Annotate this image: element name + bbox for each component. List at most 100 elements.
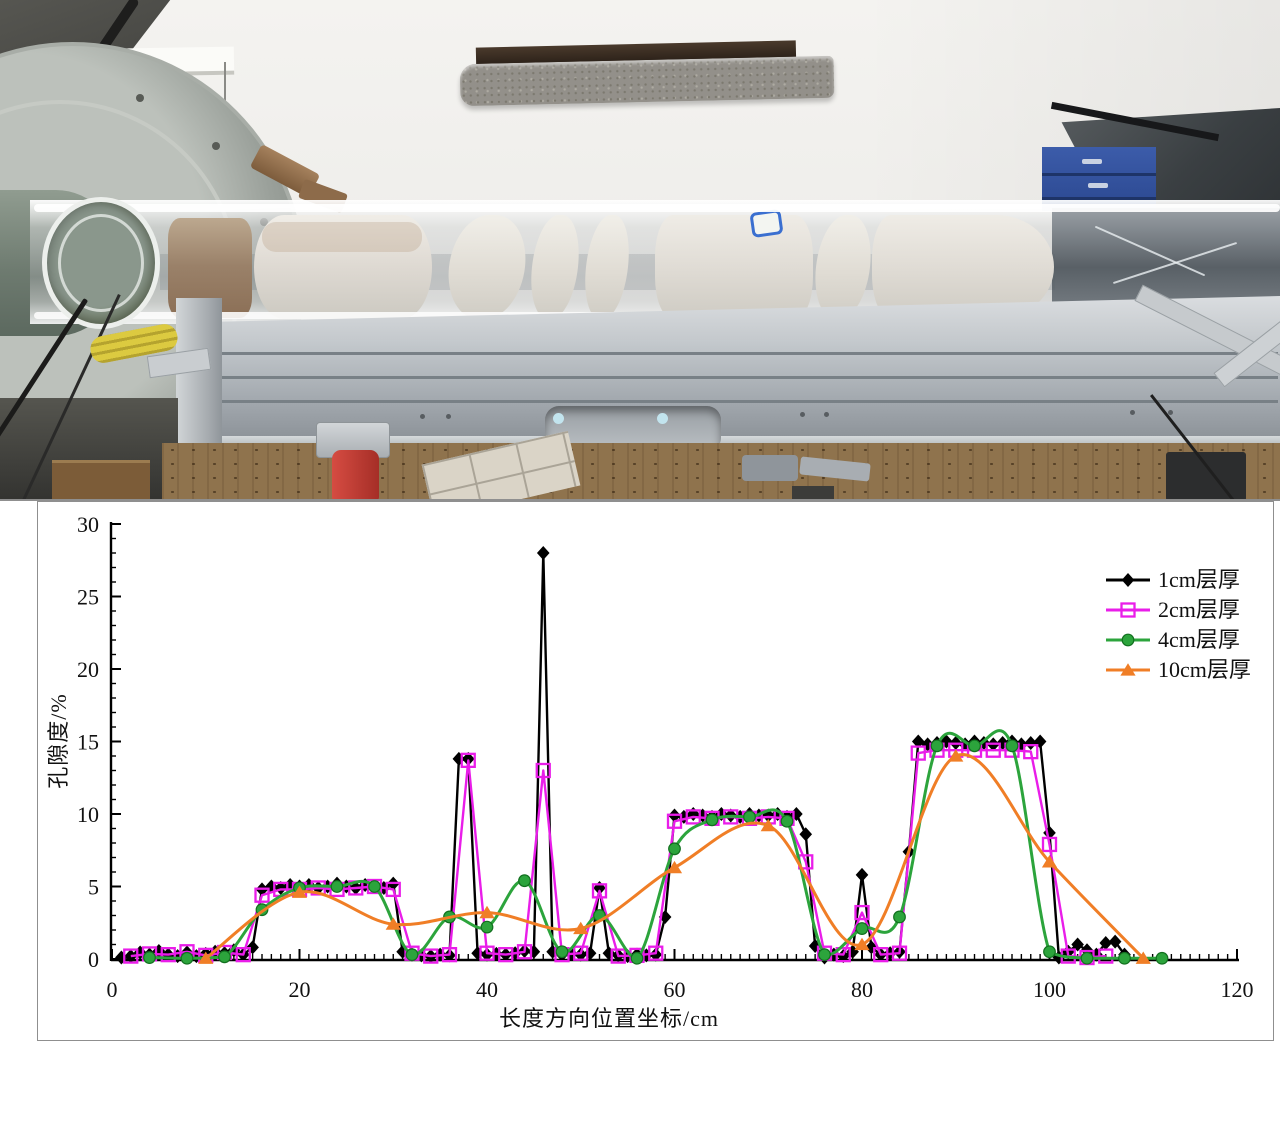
- data-point-marker: [854, 937, 870, 951]
- blue-dot: [657, 413, 668, 424]
- data-point-marker: [518, 874, 531, 888]
- data-point-marker: [649, 947, 663, 962]
- legend-label: 4cm层厚: [1158, 627, 1240, 652]
- data-point-marker: [630, 951, 644, 965]
- screw: [420, 414, 425, 419]
- data-point-marker: [910, 745, 926, 761]
- data-point-marker: [855, 867, 869, 882]
- clamp-hardware: [742, 455, 798, 481]
- data-point-marker: [818, 948, 831, 962]
- data-point-marker: [666, 813, 683, 829]
- data-point-marker: [891, 945, 908, 961]
- data-point-marker: [479, 945, 495, 961]
- tube-highlight: [34, 204, 1280, 212]
- axis-tick-labels: 0 20 40 60 80 100 120 0 5 10 15 20 25 30: [77, 512, 1254, 1002]
- sample-cylinder: [655, 215, 813, 319]
- data-point-marker: [385, 917, 401, 930]
- data-point-marker: [1155, 951, 1169, 965]
- data-point-marker: [893, 910, 906, 924]
- legend-label: 2cm层厚: [1158, 597, 1240, 622]
- data-point-marker: [985, 742, 1001, 758]
- data-point-marker: [198, 951, 214, 964]
- data-point-marker: [865, 940, 878, 955]
- rail-groove: [210, 400, 1278, 403]
- data-point-marker: [591, 883, 608, 899]
- data-point-marker: [1098, 948, 1114, 964]
- screw: [1130, 410, 1135, 415]
- legend-marker-1cm: [1106, 573, 1150, 587]
- legend-label: 1cm层厚: [1158, 567, 1240, 592]
- rail-groove: [210, 376, 1278, 379]
- wood-board: [52, 460, 150, 499]
- data-point-marker: [854, 904, 870, 921]
- data-point-marker: [330, 880, 344, 893]
- data-point-marker: [405, 948, 419, 962]
- data-point-marker: [705, 813, 719, 827]
- data-point-marker: [780, 814, 794, 828]
- data-point-marker: [1120, 663, 1136, 676]
- chart-legend: 1cm层厚 2cm层厚 4cm层厚 10cm层厚: [1104, 565, 1251, 685]
- clamp-hardware: [792, 486, 834, 499]
- tick-label: 40: [476, 977, 498, 1002]
- data-point-marker: [808, 938, 822, 953]
- data-point-marker: [790, 807, 803, 821]
- tick-label: 100: [1033, 977, 1066, 1002]
- data-point-marker: [846, 944, 859, 959]
- data-point-marker: [743, 810, 756, 824]
- data-point-marker: [948, 749, 964, 762]
- data-point-marker: [461, 751, 475, 766]
- tick-label: 80: [851, 977, 873, 1002]
- data-point-marker: [160, 947, 176, 963]
- data-point-marker: [385, 881, 401, 898]
- tick-label: 0: [88, 947, 99, 972]
- data-point-marker: [977, 735, 991, 750]
- legend-item-1cm: 1cm层厚: [1104, 565, 1251, 595]
- tick-label: 60: [664, 977, 686, 1002]
- rail-groove: [210, 352, 1278, 355]
- blue-dot: [553, 413, 564, 424]
- data-point-marker: [855, 922, 869, 935]
- flange-bolt: [212, 142, 220, 150]
- data-point-marker: [583, 946, 597, 961]
- x-axis-title: 长度方向位置坐标/cm: [499, 1006, 719, 1031]
- screw: [800, 412, 805, 417]
- legend-label: 10cm层厚: [1158, 657, 1251, 682]
- data-point-marker: [835, 947, 851, 963]
- data-point-marker: [668, 842, 681, 856]
- tick-label: 10: [77, 802, 99, 827]
- data-point-marker: [958, 737, 972, 752]
- legend-marker-4cm: [1106, 633, 1150, 647]
- data-point-marker: [460, 752, 476, 768]
- tick-label: 120: [1221, 977, 1254, 1002]
- drawer-handle: [1088, 183, 1108, 188]
- data-point-marker: [1041, 836, 1058, 853]
- experiment-photo: [0, 0, 1280, 501]
- data-point-marker: [799, 827, 813, 842]
- data-point-marker: [573, 921, 589, 935]
- data-point-marker: [291, 885, 308, 898]
- screw: [824, 412, 829, 417]
- dark-equipment-box: [1166, 452, 1246, 499]
- sample-tint: [262, 222, 422, 252]
- data-point-marker: [1023, 744, 1039, 760]
- data-point-marker: [124, 949, 138, 964]
- drawer-handle: [1082, 159, 1102, 164]
- data-point-marker: [366, 878, 383, 895]
- data-point-marker: [593, 880, 606, 895]
- data-point-marker: [480, 947, 494, 962]
- data-point-marker: [180, 951, 194, 965]
- data-point-marker: [771, 807, 784, 821]
- data-point-marker: [535, 762, 551, 779]
- data-point-marker: [218, 950, 231, 964]
- data-point-marker: [715, 807, 728, 821]
- screw: [1168, 410, 1173, 415]
- data-point-marker: [1033, 734, 1047, 749]
- series-10cm: [198, 749, 1151, 964]
- data-point-marker: [441, 947, 458, 963]
- tick-label: 30: [77, 512, 99, 537]
- data-point-marker: [610, 948, 626, 964]
- y-axis-title: 孔隙度/%: [46, 693, 71, 789]
- legend-item-2cm: 2cm层厚: [1104, 595, 1251, 625]
